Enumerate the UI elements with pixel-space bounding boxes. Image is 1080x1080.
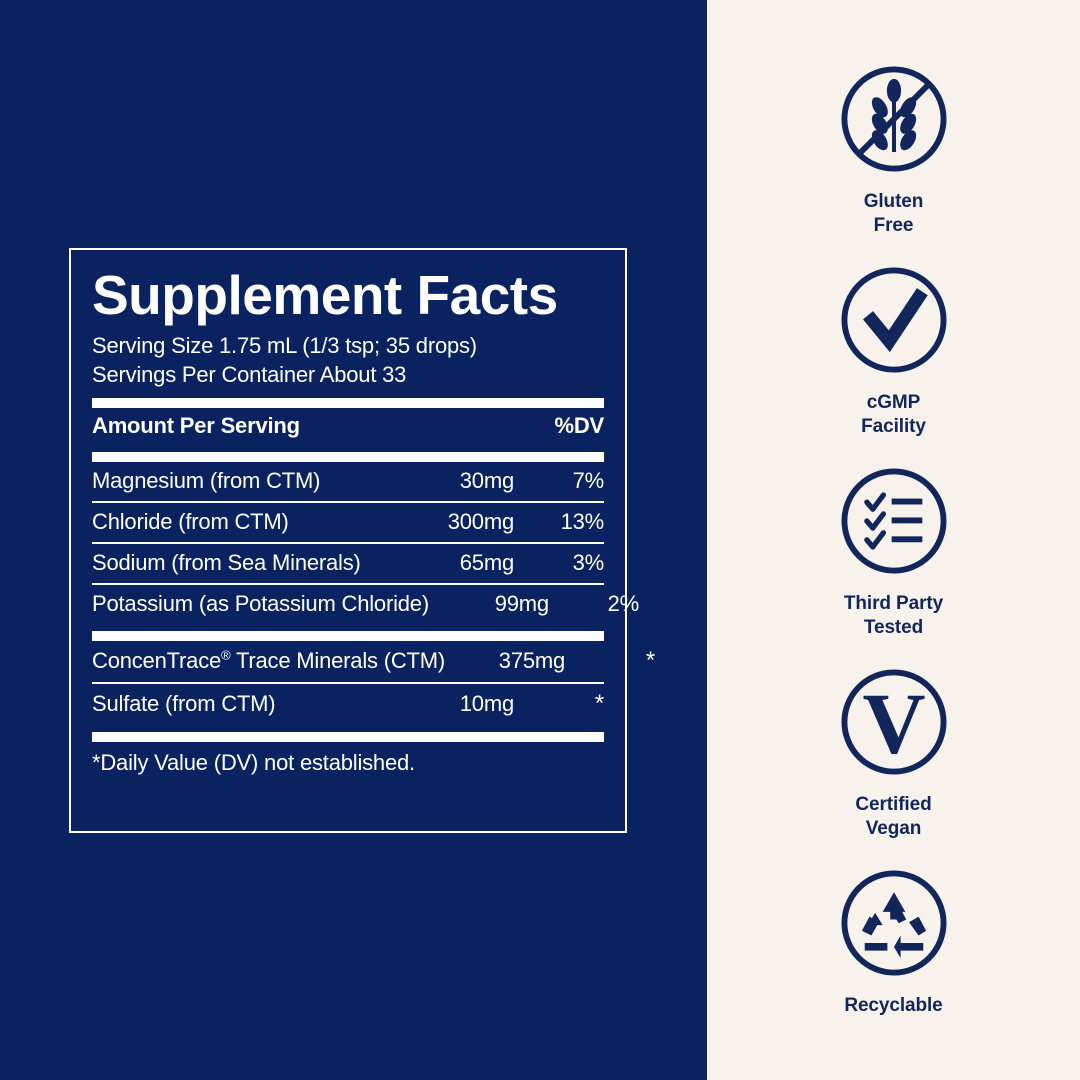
table-header-row: Amount Per Serving %DV (92, 408, 604, 445)
rule-below-header (92, 452, 604, 463)
nutrient-name-prefix: ConcenTrace (92, 648, 222, 674)
supplement-facts-title: Supplement Facts (92, 264, 558, 326)
nutrient-dv: 2% (607, 591, 640, 617)
badge-third-party-tested: Third Party Tested (835, 462, 953, 639)
row-divider (92, 583, 604, 586)
checkmark-circle-icon (840, 267, 947, 373)
table-row: Sodium (from Sea Minerals) 65mg 3% (92, 544, 604, 583)
table-row: ConcenTrace® Trace Minerals (CTM) 375mg … (92, 641, 655, 682)
vegan-v-icon: V (840, 669, 947, 775)
registered-trademark-icon: ® (221, 647, 231, 663)
badge-gluten-free: Gluten Free (835, 60, 953, 237)
nutrient-name: Potassium (as Potassium Chloride) (92, 591, 429, 617)
badge-label: Third Party Tested (843, 593, 944, 638)
rule-above-header (92, 398, 604, 409)
supplement-facts-panel: Supplement Facts Serving Size 1.75 mL (1… (69, 248, 655, 833)
checklist-icon (840, 468, 947, 574)
badge-certified-vegan: V Certified Vegan (835, 663, 953, 840)
table-row: Magnesium (from CTM) 30mg 7% (92, 462, 604, 501)
nutrient-dv: 13% (560, 509, 605, 535)
table-row: Potassium (as Potassium Chloride) 99mg 2… (92, 585, 639, 624)
rule-above-secondary (92, 631, 604, 642)
nutrient-dv: 3% (572, 550, 605, 576)
nutrient-name: ConcenTrace® Trace Minerals (CTM) (92, 648, 445, 674)
badge-recyclable: Recyclable (835, 864, 953, 1018)
badge-label: Recyclable (844, 995, 943, 1017)
nutrient-name: Chloride (from CTM) (92, 509, 289, 535)
nutrient-name: Magnesium (from CTM) (92, 468, 321, 494)
nutrient-amount: 375mg (498, 648, 566, 674)
percent-dv-header: %DV (554, 413, 604, 439)
badges-panel: Gluten Free cGMP Facility Third Party Te… (707, 0, 1080, 1080)
nutrient-name: Sulfate (from CTM) (92, 691, 276, 717)
table-row: Chloride (from CTM) 300mg 13% (92, 503, 604, 542)
nutrient-dv: 7% (572, 468, 605, 494)
nutrient-amount: 30mg (459, 468, 514, 494)
amount-per-serving-header: Amount Per Serving (92, 413, 300, 439)
rule-above-footnote (92, 732, 604, 743)
recycle-icon (840, 870, 947, 976)
navy-panel: Supplement Facts Serving Size 1.75 mL (1… (0, 0, 707, 1080)
nutrient-name-suffix: Trace Minerals (CTM) (230, 648, 446, 674)
nutrient-amount: 65mg (459, 550, 514, 576)
serving-size-line: Serving Size 1.75 mL (1/3 tsp; 35 drops) (92, 333, 477, 358)
badge-label: Gluten Free (863, 191, 924, 236)
nutrient-amount: 10mg (459, 691, 514, 717)
nutrient-amount: 99mg (494, 591, 549, 617)
badge-label: Certified Vegan (855, 794, 932, 839)
nutrient-amount: 300mg (447, 509, 514, 535)
table-row: Sulfate (from CTM) 10mg * (92, 684, 604, 725)
servings-per-container-line: Servings Per Container About 33 (92, 362, 407, 388)
badge-cgmp-facility: cGMP Facility (835, 261, 953, 438)
daily-value-footnote: *Daily Value (DV) not established. (92, 750, 415, 776)
row-divider (92, 501, 604, 504)
row-divider (92, 542, 604, 545)
nutrient-dv: * (594, 690, 604, 718)
gluten-free-icon (840, 66, 947, 172)
badge-label: cGMP Facility (861, 392, 926, 437)
row-divider (92, 682, 604, 685)
nutrient-name: Sodium (from Sea Minerals) (92, 550, 361, 576)
vegan-v-glyph: V (862, 675, 925, 772)
nutrient-dv: * (645, 647, 656, 675)
